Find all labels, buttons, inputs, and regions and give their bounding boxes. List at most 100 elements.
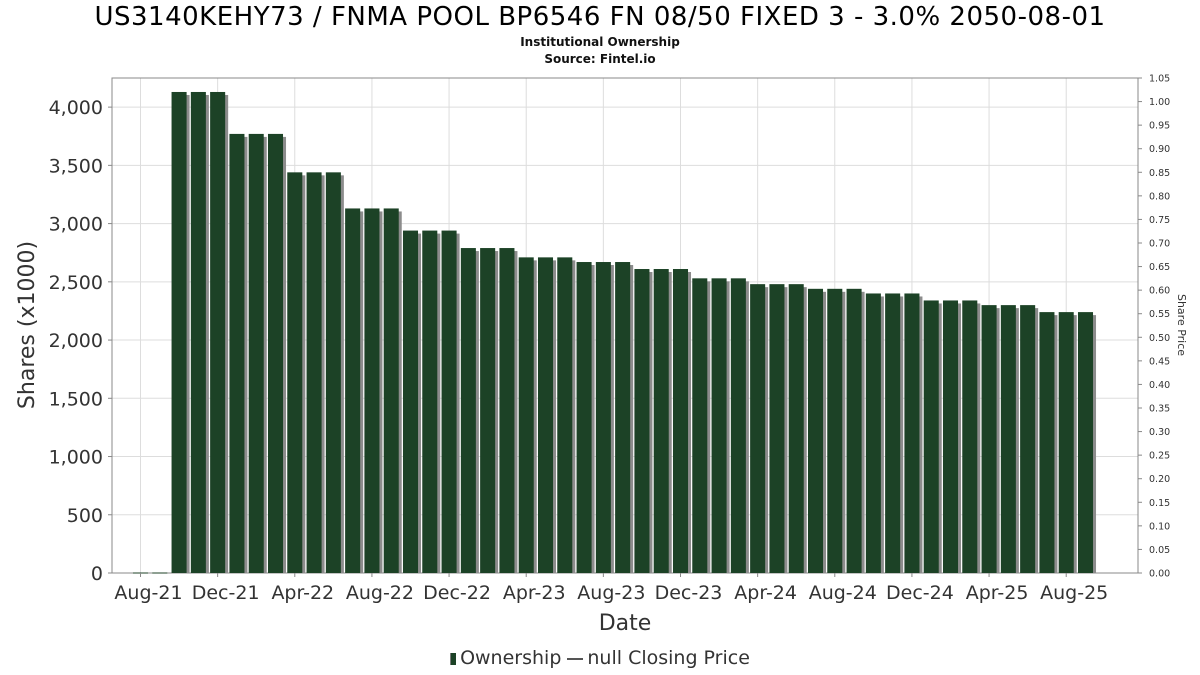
chart-subtitle: Institutional Ownership [520,35,680,49]
bar-ownership [576,262,592,573]
price-legend-label: null Closing Price [587,647,750,669]
bar-ownership [653,269,669,573]
bar-ownership [827,288,843,573]
y-tick-label: 2,500 [49,272,103,294]
y-tick-label: 4,000 [49,97,103,119]
bar-ownership [1020,305,1036,573]
bar-ownership [923,300,939,573]
bar-ownership [942,300,959,573]
bar-ownership [807,288,824,573]
bar-ownership [518,257,534,573]
y-tick-label: 2,000 [49,330,103,352]
bar-ownership [962,300,978,573]
y2-tick-label: 0.00 [1149,569,1170,580]
bar-ownership [1000,305,1016,573]
bar-ownership [480,248,496,573]
bar-ownership [672,269,689,573]
chart-legend: Ownership null Closing Price [0,647,1200,669]
y2-tick-label: 0.45 [1149,356,1170,367]
x-tick-label: Aug-22 [346,582,414,604]
y2-tick-label: 0.60 [1149,286,1170,297]
bar-ownership [634,269,650,573]
ownership-legend-label: Ownership [460,647,562,669]
bar-ownership [769,284,785,573]
bar-series-ownership [132,91,1097,574]
bar-ownership [1039,312,1055,573]
y-tick-label: 500 [67,505,103,527]
bar-ownership [402,230,419,573]
bar-ownership [788,284,804,573]
x-axis-label: Date [599,611,652,636]
x-tick-label: Dec-23 [655,582,723,604]
bar-ownership [846,288,862,573]
bar-ownership [229,133,245,573]
bar-ownership [557,257,573,573]
bar-ownership [460,248,476,573]
y2-tick-label: 1.05 [1149,74,1170,85]
y2-tick-label: 0.75 [1149,215,1170,226]
y-tick-label: 0 [91,563,103,585]
bar-ownership [615,262,631,573]
y2-tick-label: 0.80 [1149,191,1170,202]
bar-ownership [904,293,920,573]
x-axis-ticks: Aug-21 Dec-21 Apr-22 Aug-22 Dec-22 Apr-23 Aug-… [114,573,1108,604]
x-tick-label: Aug-25 [1040,582,1108,604]
y2-tick-label: 0.95 [1149,121,1170,132]
bar-ownership [692,278,708,573]
x-tick-label: Aug-24 [809,582,877,604]
y2-axis-label: Share Price [1175,294,1188,356]
x-tick-label: Aug-23 [577,582,645,604]
bar-ownership [730,278,746,573]
bar-ownership [248,133,264,573]
x-tick-label: Apr-25 [966,582,1029,604]
chart-title: US3140KEHY73 / FNMA POOL BP6546 FN 08/50… [94,2,1106,32]
bar-ownership [981,305,997,573]
y2-tick-label: 0.40 [1149,380,1170,391]
bar-ownership [1058,312,1074,573]
y2-tick-label: 0.15 [1149,498,1170,509]
bar-ownership [595,262,611,573]
y-tick-label: 3,500 [49,155,103,177]
bar-ownership [865,293,881,573]
ownership-legend-swatch [450,652,457,665]
y2-tick-label: 0.50 [1149,333,1170,344]
y2-tick-label: 0.85 [1149,168,1170,179]
bar-ownership [267,133,284,573]
x-tick-label: Apr-24 [734,582,797,604]
x-tick-label: Apr-22 [271,582,334,604]
bar-ownership [287,172,303,573]
y2-tick-label: 0.30 [1149,427,1170,438]
y2-axis-ticks: 0.00 0.05 0.10 0.15 0.20 0.25 0.30 0.35 0.40 0.45… [1138,74,1170,580]
y2-tick-label: 0.55 [1149,309,1170,320]
bar-ownership [537,257,554,573]
y-tick-label: 3,000 [49,214,103,236]
chart-source: Source: Fintel.io [544,52,656,66]
bar-ownership [422,230,438,573]
x-tick-label: Apr-23 [503,582,566,604]
y2-tick-label: 1.00 [1149,97,1170,108]
y-tick-label: 1,000 [49,447,103,469]
bar-ownership [711,278,727,573]
y-axis-label: Shares (x1000) [15,241,40,409]
y2-tick-label: 0.25 [1149,451,1170,462]
y2-tick-label: 0.05 [1149,545,1170,556]
y2-tick-label: 0.10 [1149,521,1170,532]
y-axis-ticks: 0 500 1,000 1,500 2,000 2,500 3,000 3,500 4,000 [49,97,112,585]
bar-ownership [190,91,206,573]
y2-tick-label: 0.65 [1149,262,1170,273]
bar-ownership [345,208,361,573]
y2-tick-label: 0.90 [1149,144,1170,155]
x-tick-label: Dec-21 [192,582,260,604]
x-tick-label: Aug-21 [114,582,182,604]
bar-ownership [325,172,341,573]
bar-ownership [171,91,187,573]
bar-ownership [306,172,322,573]
bar-ownership [210,91,226,573]
bar-ownership [383,208,399,573]
y2-tick-label: 0.20 [1149,474,1170,485]
y-tick-label: 1,500 [49,388,103,410]
bar-ownership [441,230,457,573]
y2-tick-label: 0.35 [1149,404,1170,415]
bar-ownership [885,293,901,573]
